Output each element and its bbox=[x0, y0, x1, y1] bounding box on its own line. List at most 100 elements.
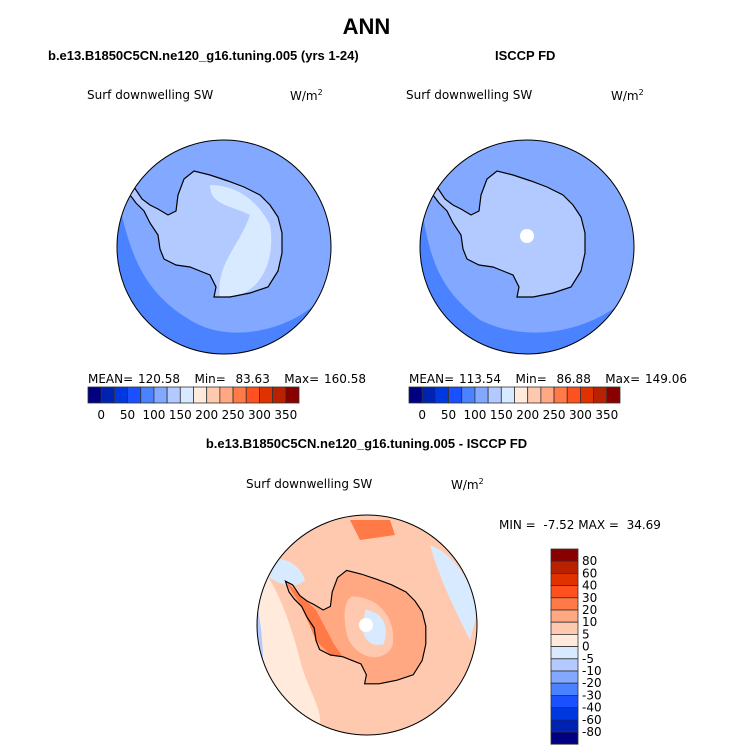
min-value: -7.52 bbox=[543, 518, 575, 532]
mean-label: MEAN= bbox=[88, 372, 134, 386]
panel-2-units: W/m2 bbox=[611, 88, 644, 103]
colorbar-box bbox=[434, 386, 449, 404]
colorbar-box bbox=[593, 386, 608, 404]
colorbar-tick-label: 60 bbox=[582, 566, 597, 580]
mean-value: 113.54 bbox=[459, 372, 502, 386]
colorbar-box bbox=[566, 386, 581, 404]
panel-1-units: W/m2 bbox=[290, 88, 323, 103]
units-sup: 2 bbox=[478, 477, 484, 486]
colorbar-box bbox=[550, 609, 579, 623]
panel-2-colorbar: 0 50 100 150 200 250 300 350 bbox=[408, 386, 621, 422]
colorbar-tick-label: -60 bbox=[582, 713, 602, 727]
panel-1-variable: Surf downwelling SW bbox=[87, 88, 214, 102]
colorbar-box bbox=[153, 386, 168, 404]
colorbar-box bbox=[179, 386, 194, 404]
colorbar-tick-label: -30 bbox=[582, 688, 602, 702]
panel-2-map-border bbox=[419, 139, 635, 355]
colorbar-tick-label: 80 bbox=[582, 554, 597, 568]
colorbar-tick-label: 200 bbox=[516, 408, 539, 422]
colorbar-box bbox=[259, 386, 274, 404]
min-label: MIN = bbox=[499, 518, 536, 532]
colorbar-tick-label: 50 bbox=[441, 408, 456, 422]
colorbar-box bbox=[272, 386, 287, 404]
negative-region bbox=[430, 545, 477, 640]
colorbar-box bbox=[100, 386, 115, 404]
low-flux-region bbox=[117, 200, 330, 354]
colorbar-box bbox=[127, 386, 142, 404]
colorbar-box bbox=[550, 573, 579, 587]
high-positive-region bbox=[285, 581, 343, 657]
colorbar-box bbox=[527, 386, 542, 404]
colorbar-box bbox=[550, 634, 579, 648]
panel-3-title: b.e13.B1850C5CN.ne120_g16.tuning.005 - I… bbox=[205, 436, 528, 451]
panel-2-map bbox=[420, 140, 634, 354]
mean-label: MEAN= bbox=[409, 372, 455, 386]
colorbar-box bbox=[550, 621, 579, 635]
colorbar-box bbox=[550, 658, 579, 672]
colorbar-box bbox=[245, 386, 260, 404]
colorbar-box bbox=[550, 707, 579, 721]
colorbar-box bbox=[550, 695, 579, 709]
units-sup: 2 bbox=[638, 88, 644, 97]
colorbar-tick-label: 300 bbox=[569, 408, 592, 422]
max-label: Max= bbox=[605, 372, 641, 386]
colorbar-tick-label: -80 bbox=[582, 725, 602, 739]
max-label: Max= bbox=[284, 372, 320, 386]
panel-1-map-border bbox=[116, 139, 332, 355]
max-value: 149.06 bbox=[644, 372, 687, 386]
panel-2-title: ISCCP FD bbox=[495, 48, 556, 63]
colorbar-box bbox=[421, 386, 436, 404]
colorbar-box bbox=[500, 386, 515, 404]
min-value: 83.63 bbox=[235, 372, 270, 386]
colorbar-box bbox=[206, 386, 221, 404]
colorbar-tick-label: 200 bbox=[195, 408, 218, 422]
colorbar-tick-label: 0 bbox=[582, 640, 590, 654]
max-value: 34.69 bbox=[626, 518, 661, 532]
colorbar-tick-label: -10 bbox=[582, 664, 602, 678]
min-label: Min= bbox=[515, 372, 547, 386]
colorbar-tick-label: 50 bbox=[120, 408, 135, 422]
colorbar-tick-label: 250 bbox=[222, 408, 245, 422]
colorbar-tick-label: 350 bbox=[274, 408, 297, 422]
colorbar-tick-label: 30 bbox=[582, 591, 597, 605]
colorbar-box bbox=[461, 386, 476, 404]
colorbar-box bbox=[193, 386, 208, 404]
max-label: MAX = bbox=[578, 518, 619, 532]
low-flux-region bbox=[420, 210, 630, 354]
colorbar-box bbox=[285, 386, 300, 404]
colorbar-box bbox=[580, 386, 595, 404]
colorbar-tick-label: 10 bbox=[582, 615, 597, 629]
panel-3-units: W/m2 bbox=[451, 477, 484, 492]
units-sup: 2 bbox=[317, 88, 323, 97]
max-value: 160.58 bbox=[323, 372, 366, 386]
colorbar-tick-label: 5 bbox=[582, 627, 590, 641]
mean-value: 120.58 bbox=[138, 372, 181, 386]
plateau-region bbox=[210, 185, 272, 297]
colorbar-tick-label: 350 bbox=[595, 408, 618, 422]
colorbar-box bbox=[550, 585, 579, 599]
colorbar-box bbox=[540, 386, 555, 404]
colorbar-tick-label: 0 bbox=[418, 408, 426, 422]
panel-3-stats: MIN = -7.52 MAX = 34.69 bbox=[499, 518, 661, 532]
colorbar-box bbox=[166, 386, 181, 404]
panel-2-variable: Surf downwelling SW bbox=[406, 88, 533, 102]
colorbar-box bbox=[474, 386, 489, 404]
colorbar-box bbox=[550, 646, 579, 660]
colorbar-box bbox=[553, 386, 568, 404]
colorbar-tick-label: -20 bbox=[582, 676, 602, 690]
colorbar-box bbox=[606, 386, 621, 404]
panel-1-colorbar: 0 50 100 150 200 250 300 350 bbox=[87, 386, 300, 422]
min-label: Min= bbox=[194, 372, 226, 386]
colorbar-box bbox=[514, 386, 529, 404]
colorbar-box bbox=[550, 548, 579, 562]
colorbar-box bbox=[550, 719, 579, 733]
panel-1-title: b.e13.B1850C5CN.ne120_g16.tuning.005 (yr… bbox=[48, 48, 359, 63]
colorbar-tick-label: 20 bbox=[582, 603, 597, 617]
min-value: 86.88 bbox=[556, 372, 591, 386]
colorbar-box bbox=[232, 386, 247, 404]
colorbar-box bbox=[550, 560, 579, 574]
panel-1-map bbox=[117, 140, 331, 354]
colorbar-box bbox=[408, 386, 423, 404]
units-text: W/m bbox=[290, 89, 318, 103]
